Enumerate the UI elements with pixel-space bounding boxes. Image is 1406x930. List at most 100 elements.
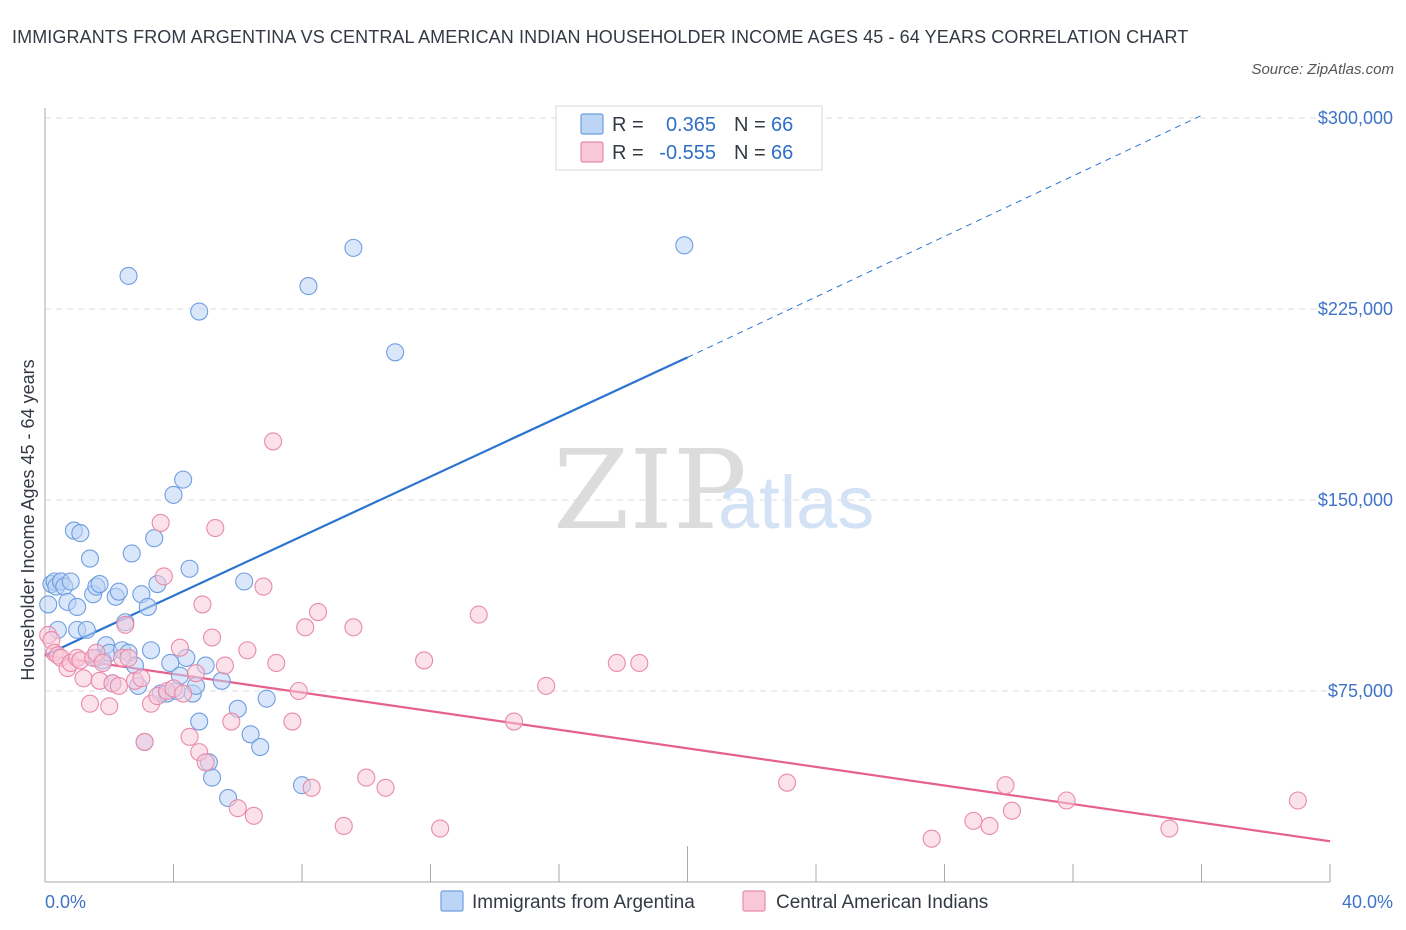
correlation-legend: R = 0.365 N = 66 R = -0.555 N = 66 (555, 105, 823, 171)
data-point (251, 737, 270, 757)
data-point (357, 768, 376, 787)
data-point (122, 544, 141, 563)
data-point (100, 697, 119, 716)
data-point (1002, 801, 1022, 820)
data-point (630, 653, 649, 673)
y-tick-label: $300,000 (1318, 108, 1393, 128)
data-point (607, 653, 626, 673)
data-point (74, 669, 93, 688)
data-point (241, 725, 260, 744)
data-point (964, 811, 983, 830)
data-point (135, 732, 154, 751)
data-point (257, 689, 276, 708)
data-point (238, 641, 257, 660)
legend-pink-r-value: -0.555 (659, 142, 716, 164)
data-point (80, 549, 100, 568)
data-point (504, 712, 524, 731)
data-point (267, 653, 286, 673)
tick-labels: $75,000 $150,000 $225,000 $300,000 0.0% 40.0% (45, 108, 1393, 912)
data-point (186, 664, 206, 683)
data-point (1057, 791, 1076, 810)
data-point (922, 829, 941, 848)
trend-line-central-american-indians (44, 654, 1331, 843)
data-point (376, 778, 395, 797)
legend-blue-swatch (580, 113, 604, 135)
data-point (190, 302, 209, 321)
data-point (93, 653, 112, 673)
x-tick-label: 0.0% (45, 892, 86, 912)
legend-pink-n-value: 66 (771, 142, 793, 164)
data-point (164, 485, 183, 504)
watermark-atlas: atlas (718, 461, 874, 544)
data-point (254, 577, 273, 596)
data-point (119, 648, 138, 667)
data-point (190, 712, 209, 731)
data-point (537, 676, 556, 695)
bottom-legend-blue-swatch (440, 890, 464, 912)
data-point (235, 572, 254, 591)
trend-line-argentina-extension (687, 115, 1202, 358)
data-point (61, 572, 80, 591)
data-point (1288, 791, 1307, 810)
axes (44, 108, 1331, 883)
data-point (980, 816, 999, 836)
legend-blue-n-value: 66 (771, 114, 793, 136)
data-point (174, 684, 193, 703)
data-point (386, 343, 405, 362)
data-point (90, 574, 109, 594)
watermark-zip: ZIP (553, 426, 747, 554)
data-point (334, 816, 353, 836)
data-point (141, 641, 161, 660)
data-point (39, 595, 58, 614)
data-point (289, 681, 308, 701)
chart-source: Source: ZipAtlas.com (1251, 61, 1394, 78)
data-point (109, 676, 128, 695)
data-point (193, 595, 212, 614)
data-point (77, 620, 96, 639)
legend-blue-n-label: N = (734, 114, 766, 136)
data-point (109, 582, 128, 601)
bottom-legend-blue-label: Immigrants from Argentina (472, 892, 695, 913)
bottom-legend-pink-label: Central American Indians (776, 892, 988, 913)
legend-pink-r-label: R = (612, 142, 644, 164)
data-point (431, 819, 450, 838)
data-point (119, 266, 138, 285)
data-point (180, 727, 199, 746)
data-point (283, 712, 302, 731)
legend-blue-r-value: 0.365 (666, 114, 716, 136)
data-point (299, 277, 318, 296)
grid-lines (45, 117, 1330, 692)
data-point (309, 603, 328, 622)
data-point (215, 656, 234, 675)
data-point (154, 567, 173, 586)
data-point (132, 669, 151, 688)
data-point (1160, 819, 1179, 838)
data-point (206, 518, 225, 538)
data-point (170, 638, 189, 657)
data-point (116, 615, 135, 634)
legend-pink-swatch (580, 141, 604, 163)
data-point (68, 597, 87, 617)
data-point (244, 806, 263, 825)
data-point (344, 238, 363, 257)
data-point (138, 597, 157, 617)
x-tick-label: 40.0% (1342, 892, 1393, 912)
series-legend: Immigrants from Argentina Central Americ… (440, 890, 988, 913)
data-point (180, 559, 199, 578)
watermark: ZIP atlas (553, 426, 874, 554)
data-point (196, 753, 215, 772)
data-point (71, 524, 90, 543)
data-point (203, 628, 222, 647)
legend-blue-r-label: R = (612, 114, 644, 136)
data-point (344, 618, 363, 637)
data-point (161, 653, 180, 673)
data-point (145, 529, 164, 548)
y-tick-label: $150,000 (1318, 490, 1393, 510)
bottom-legend-pink-swatch (742, 890, 766, 912)
data-point (296, 618, 315, 637)
y-axis-label: Householder Income Ages 45 - 64 years (18, 359, 38, 680)
data-point (469, 605, 488, 624)
data-point (996, 776, 1015, 795)
data-point (222, 712, 241, 731)
